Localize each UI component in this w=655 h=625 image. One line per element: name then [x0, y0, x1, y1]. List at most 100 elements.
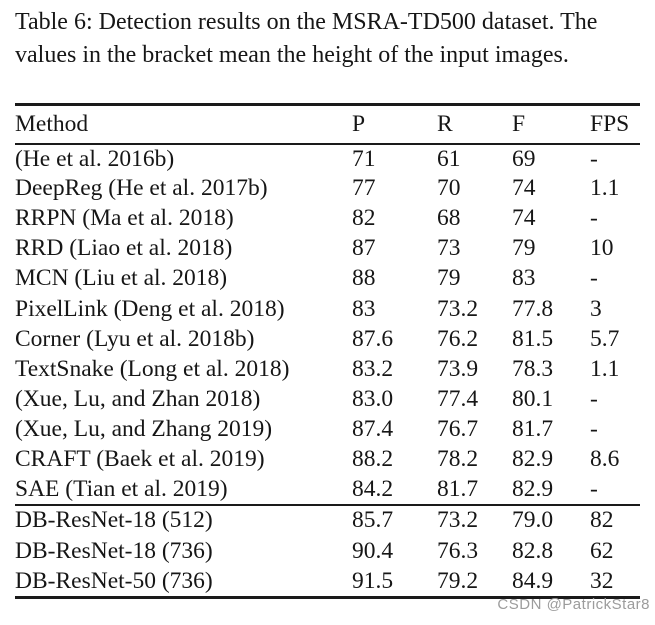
cell-fps: 62 — [590, 537, 614, 564]
cell-recall: 76.2 — [437, 325, 479, 352]
cell-method: (Xue, Lu, and Zhang 2019) — [15, 415, 273, 442]
column-header-precision: P — [352, 110, 366, 137]
cell-method: (He et al. 2016b) — [15, 145, 175, 172]
cell-fps: - — [590, 265, 598, 292]
cell-fmeasure: 69 — [512, 145, 536, 172]
cell-precision: 83.2 — [352, 355, 394, 382]
table-row: SAE (Tian et al. 2019) 84.2 81.7 82.9 - — [15, 475, 640, 505]
cell-fps: 8.6 — [590, 445, 620, 472]
cell-precision: 87.4 — [352, 415, 394, 442]
cell-precision: 77 — [352, 175, 376, 202]
cell-fps: - — [590, 415, 598, 442]
column-header-method: Method — [15, 110, 89, 137]
header-row: Method P R F FPS — [15, 104, 640, 144]
cell-method: DB-ResNet-18 (736) — [15, 537, 213, 564]
table-row: (Xue, Lu, and Zhan 2018) 83.0 77.4 80.1 … — [15, 384, 640, 414]
cell-fps: 32 — [590, 567, 614, 594]
cell-method: DB-ResNet-18 (512) — [15, 507, 213, 534]
table-row: MCN (Liu et al. 2018) 88 79 83 - — [15, 264, 640, 294]
cell-fps: 1.1 — [590, 175, 620, 202]
cell-method: TextSnake (Long et al. 2018) — [15, 355, 290, 382]
cell-fmeasure: 82.9 — [512, 445, 554, 472]
cell-recall: 73.2 — [437, 295, 479, 322]
cell-fps: 82 — [590, 507, 614, 534]
table-row: DB-ResNet-18 (736) 90.4 76.3 82.8 62 — [15, 536, 640, 567]
cell-fmeasure: 81.5 — [512, 325, 554, 352]
cell-precision: 87 — [352, 235, 376, 262]
cell-fps: - — [590, 385, 598, 412]
table-caption: Table 6: Detection results on the MSRA-T… — [15, 9, 598, 68]
cell-method: PixelLink (Deng et al. 2018) — [15, 295, 285, 322]
table-row: (Xue, Lu, and Zhang 2019) 87.4 76.7 81.7… — [15, 414, 640, 444]
column-header-fps: FPS — [590, 110, 630, 137]
cell-precision: 84.2 — [352, 475, 394, 502]
table-section-db-methods: DB-ResNet-18 (512) 85.7 73.2 79.0 82 DB-… — [15, 505, 640, 598]
cell-fmeasure: 80.1 — [512, 385, 554, 412]
table-row: (He et al. 2016b) 71 61 69 - — [15, 144, 640, 174]
cell-fmeasure: 79 — [512, 235, 536, 262]
cell-precision: 71 — [352, 145, 376, 172]
cell-method: (Xue, Lu, and Zhan 2018) — [15, 385, 261, 412]
table-row: DB-ResNet-18 (512) 85.7 73.2 79.0 82 — [15, 505, 640, 536]
cell-method: RRD (Liao et al. 2018) — [15, 235, 233, 262]
cell-fps: - — [590, 145, 598, 172]
cell-precision: 90.4 — [352, 537, 394, 564]
cell-fmeasure: 81.7 — [512, 415, 554, 442]
cell-fmeasure: 74 — [512, 205, 536, 232]
cell-fmeasure: 78.3 — [512, 355, 554, 382]
cell-precision: 88.2 — [352, 445, 394, 472]
table-row: Corner (Lyu et al. 2018b) 87.6 76.2 81.5… — [15, 324, 640, 354]
cell-recall: 76.3 — [437, 537, 479, 564]
cell-fmeasure: 74 — [512, 175, 536, 202]
table-header: Method P R F FPS — [15, 104, 640, 144]
table-row: TextSnake (Long et al. 2018) 83.2 73.9 7… — [15, 354, 640, 384]
cell-precision: 91.5 — [352, 567, 394, 594]
cell-fps: - — [590, 475, 598, 502]
cell-recall: 68 — [437, 205, 461, 232]
cell-fps: 3 — [590, 295, 602, 322]
cell-fmeasure: 77.8 — [512, 295, 554, 322]
cell-method: Corner (Lyu et al. 2018b) — [15, 325, 255, 352]
cell-method: DeepReg (He et al. 2017b) — [15, 175, 268, 202]
csdn-watermark: CSDN @PatrickStar8 — [497, 596, 650, 613]
cell-precision: 85.7 — [352, 507, 394, 534]
cell-recall: 81.7 — [437, 475, 479, 502]
cell-precision: 88 — [352, 265, 376, 292]
column-header-recall: R — [437, 110, 453, 137]
cell-fps: - — [590, 205, 598, 232]
cell-recall: 61 — [437, 145, 461, 172]
cell-recall: 79.2 — [437, 567, 479, 594]
cell-method: MCN (Liu et al. 2018) — [15, 265, 228, 292]
cell-recall: 73.9 — [437, 355, 479, 382]
table-section-prior-methods: (He et al. 2016b) 71 61 69 - DeepReg (He… — [15, 144, 640, 505]
cell-fps: 1.1 — [590, 355, 620, 382]
cell-precision: 82 — [352, 205, 376, 232]
cell-fmeasure: 82.9 — [512, 475, 554, 502]
cell-recall: 78.2 — [437, 445, 479, 472]
cell-fmeasure: 83 — [512, 265, 536, 292]
table-row: DB-ResNet-50 (736) 91.5 79.2 84.9 32 — [15, 567, 640, 598]
cell-precision: 87.6 — [352, 325, 394, 352]
table-row: CRAFT (Baek et al. 2019) 88.2 78.2 82.9 … — [15, 444, 640, 474]
cell-precision: 83.0 — [352, 385, 394, 412]
cell-recall: 76.7 — [437, 415, 479, 442]
cell-recall: 79 — [437, 265, 461, 292]
cell-fps: 10 — [590, 235, 614, 262]
table-row: RRPN (Ma et al. 2018) 82 68 74 - — [15, 204, 640, 234]
table-row: RRD (Liao et al. 2018) 87 73 79 10 — [15, 234, 640, 264]
cell-recall: 77.4 — [437, 385, 479, 412]
cell-precision: 83 — [352, 295, 376, 322]
cell-fmeasure: 79.0 — [512, 507, 554, 534]
cell-fmeasure: 84.9 — [512, 567, 554, 594]
cell-method: DB-ResNet-50 (736) — [15, 567, 213, 594]
table-row: DeepReg (He et al. 2017b) 77 70 74 1.1 — [15, 174, 640, 204]
results-table: Method P R F FPS (He et al. 2016b) 71 61… — [15, 103, 640, 599]
cell-recall: 73.2 — [437, 507, 479, 534]
cell-method: CRAFT (Baek et al. 2019) — [15, 445, 265, 472]
cell-recall: 70 — [437, 175, 461, 202]
table-row: PixelLink (Deng et al. 2018) 83 73.2 77.… — [15, 294, 640, 324]
cell-fmeasure: 82.8 — [512, 537, 554, 564]
cell-method: SAE (Tian et al. 2019) — [15, 475, 228, 502]
cell-method: RRPN (Ma et al. 2018) — [15, 205, 234, 232]
cell-fps: 5.7 — [590, 325, 620, 352]
